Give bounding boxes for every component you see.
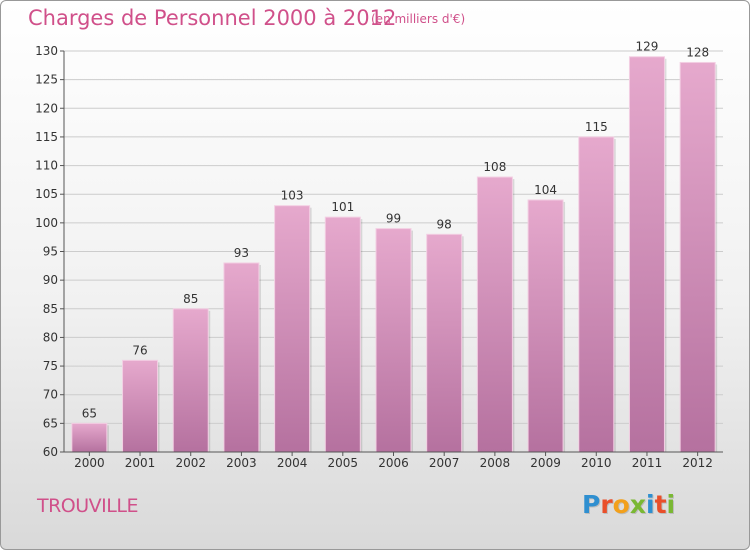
logo-letter: i [646,490,655,519]
data-label: 65 [82,406,97,420]
logo-letter: i [666,490,676,519]
x-tick-label: 2005 [328,456,359,470]
logo-letter: x [629,490,646,519]
x-tick-label: 2010 [581,456,612,470]
data-label: 104 [534,183,557,197]
bar [172,308,209,453]
y-tick-label: 80 [43,330,58,344]
logo-letter: o [612,490,630,519]
commune-name: TROUVILLE [37,495,138,517]
y-tick-label: 125 [35,73,58,87]
y-tick-label: 60 [43,445,58,459]
y-tick-label: 105 [35,187,58,201]
x-tick-label: 2007 [429,456,460,470]
bar [527,199,564,453]
bar [628,56,665,453]
data-label: 115 [585,120,608,134]
x-tick-label: 2003 [226,456,257,470]
x-tick-label: 2006 [378,456,409,470]
y-tick-label: 90 [43,273,58,287]
chart-title: Charges de Personnel 2000 à 2012 [28,6,397,30]
y-tick-label: 110 [35,159,58,173]
bar [476,176,513,453]
proxiti-logo: Proxiti [582,490,675,519]
data-label: 101 [331,200,354,214]
x-tick-label: 2008 [480,456,511,470]
y-tick-label: 120 [35,101,58,115]
logo-letter: r [600,490,613,519]
data-label: 76 [132,343,147,357]
y-tick-label: 70 [43,388,58,402]
bar [223,262,260,453]
y-tick-label: 65 [43,416,58,430]
y-tick-label: 100 [35,216,58,230]
logo-letter: t [654,490,667,519]
x-tick-label: 2000 [74,456,105,470]
data-label: 93 [234,246,249,260]
data-label: 129 [636,40,659,54]
x-tick-label: 2009 [530,456,561,470]
data-label: 108 [483,160,506,174]
data-label: 128 [686,45,709,59]
logo-letter: P [582,490,601,519]
bar [578,136,615,453]
x-tick-label: 2001 [125,456,156,470]
bar [71,422,108,453]
bar [274,205,311,453]
data-label: 85 [183,292,198,306]
y-tick-label: 130 [35,44,58,58]
data-label: 99 [386,212,401,226]
data-label: 103 [281,189,304,203]
x-tick-label: 2012 [682,456,713,470]
y-tick-label: 115 [35,130,58,144]
bar [679,61,716,453]
bar [324,216,361,453]
x-tick-label: 2002 [175,456,206,470]
y-tick-label: 75 [43,359,58,373]
bar [122,359,159,453]
data-label: 98 [437,217,452,231]
x-tick-label: 2004 [277,456,308,470]
bar [426,233,463,453]
y-tick-label: 95 [43,245,58,259]
bar [375,228,412,453]
chart-unit-note: (en milliers d'€) [371,12,466,26]
x-tick-label: 2011 [632,456,663,470]
y-tick-label: 85 [43,302,58,316]
